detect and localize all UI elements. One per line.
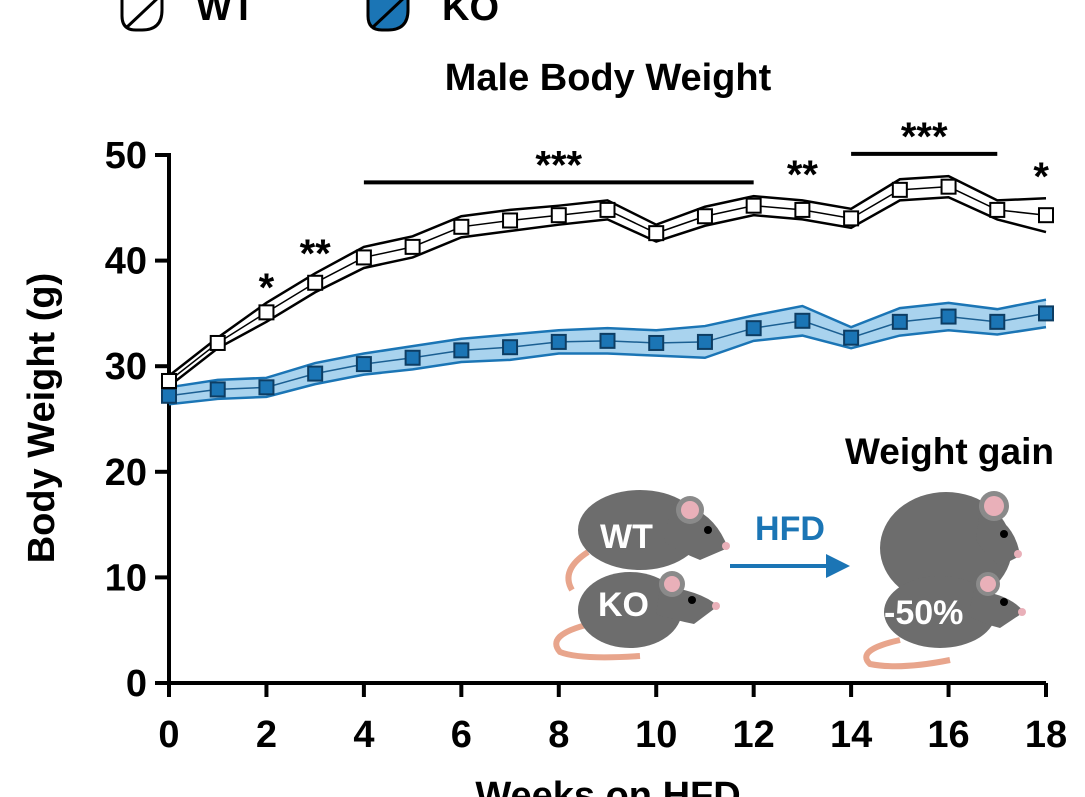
wt-data-point [307,274,324,291]
ko-data-point [258,379,275,396]
wt-data-point [209,334,226,351]
legend-wt-label: WT [196,0,255,29]
significance-annotations: ****** ****** [259,115,1050,310]
mouse-wt-label: WT [600,518,653,556]
wt-data-point [502,212,519,229]
y-tick-label: 20 [105,452,147,494]
wt-data-point [161,372,177,389]
mouse-ko-label: KO [598,586,649,624]
ko-data-point [891,313,908,330]
y-tick-label: 30 [105,346,147,388]
inset-title: Weight gain [845,431,1054,472]
ko-data-point [453,342,470,359]
legend-ko: KO [366,0,499,32]
y-tick-label: 50 [105,135,147,177]
weight-gain-inset: Weight gain WT KO HFD [553,431,1054,670]
ko-data-point [745,320,762,337]
y-tick-label: 40 [105,241,147,283]
wt-data-point [599,201,616,218]
y-axis-ticks: 0 10 20 30 40 50 [105,135,169,705]
ko-data-point [209,381,226,398]
wt-data-point [891,181,908,198]
significance-label: *** [901,115,948,159]
legend-wt-swatch-hatch [124,0,158,30]
wt-data-point [404,238,421,255]
x-tick-label: 12 [733,714,775,756]
ko-data-point [307,365,324,382]
x-tick-label: 18 [1025,714,1067,756]
wt-data-point [696,208,713,225]
wt-data-point [550,207,567,224]
x-tick-label: 14 [830,714,872,756]
x-tick-label: 4 [353,714,374,756]
mouse-wt-obese-icon [863,491,1022,670]
wt-data-point [258,304,275,321]
wt-data-point [355,249,372,266]
y-axis-label: Body Weight (g) [21,273,63,564]
x-tick-label: 8 [548,714,569,756]
wt-data-point [648,225,665,242]
wt-lower-bound [168,195,1047,388]
wt-data-point [453,218,470,235]
mouse-wt-icon [565,490,730,592]
ko-data-point [989,313,1006,330]
wt-upper-bound [168,174,1047,377]
wt-data-point [745,197,762,214]
wt-data-point [843,210,860,227]
chart-title: Male Body Weight [445,57,772,99]
x-tick-label: 6 [451,714,472,756]
significance-label: * [1033,155,1049,199]
hfd-arrow-icon [730,554,850,578]
wt-error-band [169,176,1046,387]
ko-data-point [696,333,713,350]
ko-data-point [502,339,519,356]
x-axis-label: Weeks on HFD [475,775,740,797]
y-tick-label: 10 [105,557,147,599]
significance-label: ** [787,153,819,197]
result-label: -50% [884,594,963,632]
ko-data-point [648,334,665,351]
legend: WT KO [120,0,499,32]
ko-data-point [794,312,811,329]
ko-data-point [599,332,616,349]
ko-data-point [843,329,860,346]
significance-label: ** [300,232,332,276]
series-wt [161,174,1054,389]
wt-data-point [794,201,811,218]
ko-data-point [550,333,567,350]
ko-data-point [940,308,957,325]
ko-error-band [169,299,1046,405]
hfd-arrow-label: HFD [755,510,825,548]
series-ko [161,298,1054,406]
ko-lower-bound [168,325,1047,406]
x-tick-label: 0 [158,714,179,756]
ko-upper-bound [168,298,1047,389]
mouse-ko-lean-icon [884,572,1026,648]
ko-data-point [161,387,177,404]
mouse-ko-icon [553,571,720,661]
wt-data-point [940,178,957,195]
legend-ko-swatch-hatch [370,0,404,30]
x-tick-label: 16 [927,714,969,756]
x-axis-ticks: 0 2 4 6 8 10 12 14 16 18 [158,683,1067,756]
ko-data-point [1038,305,1054,322]
ko-data-point [355,356,372,373]
legend-wt: WT [120,0,255,32]
significance-label: * [259,266,275,310]
legend-ko-label: KO [442,0,499,29]
ko-data-point [404,349,421,366]
wt-data-point [989,201,1006,218]
significance-label: *** [535,143,582,187]
x-tick-label: 2 [256,714,277,756]
y-tick-label: 0 [126,663,147,705]
wt-data-point [1038,207,1054,224]
x-tick-label: 10 [635,714,677,756]
